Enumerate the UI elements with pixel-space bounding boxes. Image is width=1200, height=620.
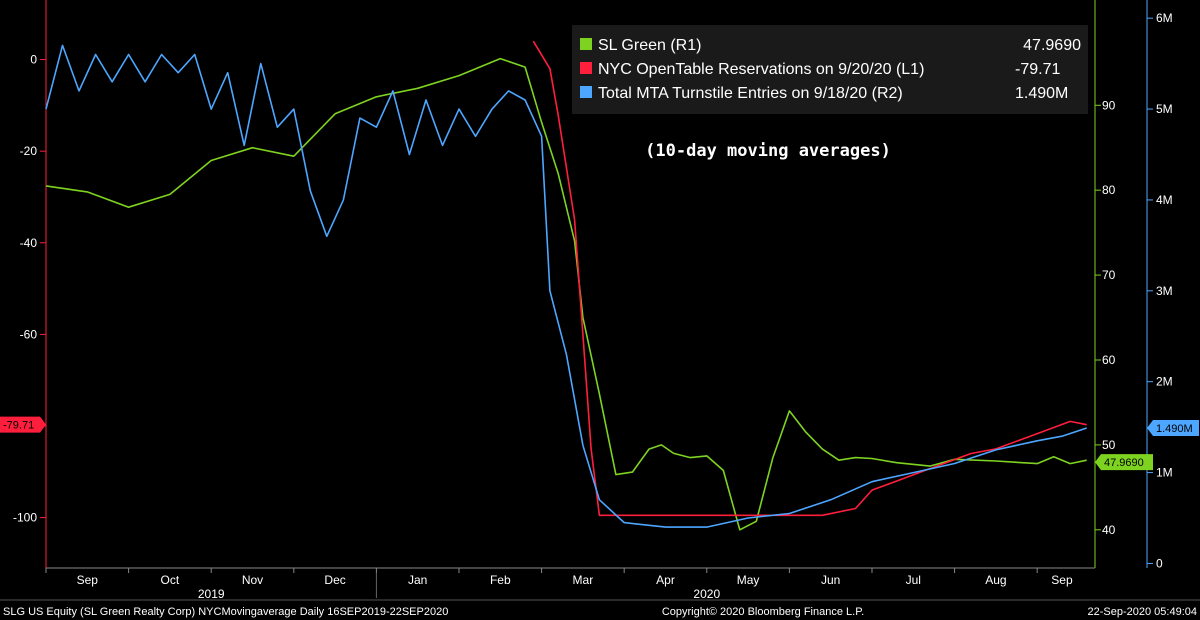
x-tick-label: Aug bbox=[985, 573, 1006, 587]
right2-tick-label: 1M bbox=[1156, 466, 1173, 480]
right2-axis-ticks: 0 1M 2M 3M 4M 5M 6M bbox=[1147, 11, 1173, 570]
right1-axis-ticks: 40 50 60 70 80 90 bbox=[1095, 98, 1116, 537]
legend-swatch-opentable bbox=[580, 62, 592, 74]
footer-center: Copyright© 2020 Bloomberg Finance L.P. bbox=[662, 606, 864, 618]
right1-tick-label: 90 bbox=[1102, 98, 1116, 112]
footer-right: 22-Sep-2020 05:49:04 bbox=[1088, 606, 1197, 618]
legend-swatch-mta bbox=[580, 86, 592, 98]
left-tick-label: -100 bbox=[13, 511, 37, 525]
current-value-tags: -79.71 47.9690 1.490M bbox=[0, 416, 1199, 471]
right1-tick-label: 70 bbox=[1102, 268, 1116, 282]
footer-left: SLG US Equity (SL Green Realty Corp) NYC… bbox=[3, 606, 448, 618]
x-tick-label: Sep bbox=[1051, 573, 1073, 587]
x-tick-label: Mar bbox=[573, 573, 594, 587]
x-tick-label: Jan bbox=[408, 573, 427, 587]
right2-tick-label: 2M bbox=[1156, 375, 1173, 389]
legend-value-opentable: -79.71 bbox=[1015, 61, 1060, 78]
right2-current-tag-bg bbox=[1147, 420, 1199, 437]
x-tick-label: Oct bbox=[161, 573, 180, 587]
right1-tick-label: 50 bbox=[1102, 438, 1116, 452]
right2-tick-label: 0 bbox=[1156, 556, 1163, 570]
left-tick-label: -60 bbox=[20, 327, 38, 341]
sl-green-series-line bbox=[45, 57, 1087, 531]
x-tick-label: Feb bbox=[490, 573, 511, 587]
opentable-series-line bbox=[532, 40, 1087, 517]
left-axis-ticks: 0-20-40-60-80-100 bbox=[13, 53, 46, 525]
mta-series-line bbox=[45, 44, 1087, 528]
chart-note: (10-day moving averages) bbox=[645, 141, 891, 161]
x-tick-label: Sep bbox=[77, 573, 99, 587]
right1-tick-label: 60 bbox=[1102, 353, 1116, 367]
year-label: 2019 bbox=[198, 587, 225, 601]
x-tick-label: Jun bbox=[821, 573, 840, 587]
series-group bbox=[45, 40, 1087, 531]
right2-tick-label: 6M bbox=[1156, 11, 1173, 25]
right2-tick-label: 4M bbox=[1156, 193, 1173, 207]
legend-label-sl-green: SL Green (R1) bbox=[598, 37, 701, 54]
legend-value-mta: 1.490M bbox=[1015, 85, 1068, 102]
legend-label-opentable: NYC OpenTable Reservations on 9/20/20 (L… bbox=[598, 61, 924, 78]
x-tick-label: Apr bbox=[656, 573, 675, 587]
left-tick-label: -40 bbox=[20, 236, 38, 250]
year-label: 2020 bbox=[693, 587, 720, 601]
legend-swatch-sl-green bbox=[580, 38, 592, 50]
legend-box bbox=[572, 25, 1088, 114]
x-tick-label: Dec bbox=[324, 573, 345, 587]
left-tick-label: -20 bbox=[20, 144, 38, 158]
right2-current-tag-text: 1.490M bbox=[1156, 423, 1193, 435]
right1-tick-label: 80 bbox=[1102, 183, 1116, 197]
x-tick-label: May bbox=[737, 573, 760, 587]
x-tick-label: Nov bbox=[242, 573, 263, 587]
x-axis-ticks: Sep Oct Nov Dec Jan Feb Mar Apr May Jun Jul Aug Sep 2… bbox=[45, 568, 1073, 601]
right2-tick-label: 3M bbox=[1156, 284, 1173, 298]
left-current-tag-bg bbox=[0, 416, 46, 433]
right1-current-tag-bg bbox=[1095, 454, 1153, 471]
left-tick-label: 0 bbox=[30, 53, 37, 67]
left-current-tag-text: -79.71 bbox=[3, 420, 34, 432]
legend: SL Green (R1) 47.9690 NYC OpenTable Rese… bbox=[572, 25, 1088, 114]
right2-tick-label: 5M bbox=[1156, 102, 1173, 116]
legend-label-mta: Total MTA Turnstile Entries on 9/18/20 (… bbox=[598, 85, 903, 102]
legend-value-sl-green: 47.9690 bbox=[1023, 37, 1081, 54]
right1-current-tag-text: 47.9690 bbox=[1104, 457, 1144, 469]
right1-tick-label: 40 bbox=[1102, 523, 1116, 537]
x-tick-label: Jul bbox=[906, 573, 921, 587]
